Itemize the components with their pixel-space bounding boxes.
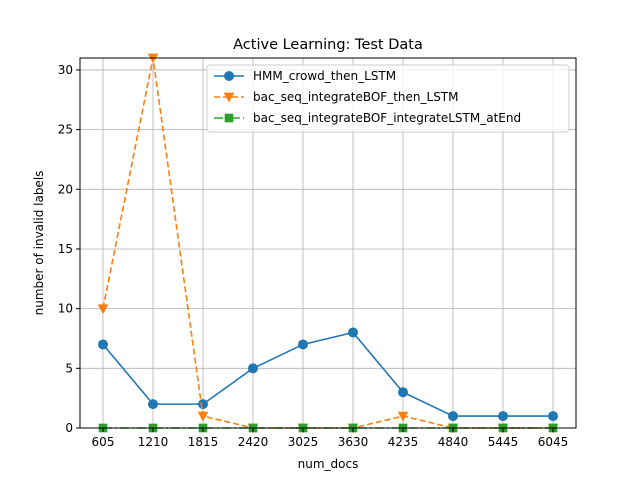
x-axis-label: num_docs	[298, 457, 359, 471]
x-tick-label: 1815	[188, 435, 219, 449]
data-point	[198, 399, 208, 410]
legend-label: HMM_crowd_then_LSTM	[253, 69, 396, 83]
legend-entry: bac_seq_integrateBOF_integrateLSTM_atEnd	[214, 111, 521, 125]
y-tick-label: 10	[58, 302, 73, 316]
y-tick-label: 25	[58, 123, 73, 137]
series-line	[102, 331, 553, 417]
legend-marker	[224, 113, 234, 123]
plot-frame	[79, 57, 577, 429]
data-point	[398, 387, 408, 398]
legend-marker	[224, 71, 234, 81]
legend: HMM_crowd_then_LSTM bac_seq_integrateBOF_…	[206, 64, 570, 133]
legend-entry: bac_seq_integrateBOF_then_LSTM	[214, 90, 459, 104]
y-tick-label: 20	[58, 182, 73, 196]
data-point	[98, 339, 108, 350]
chart-title: Active Learning: Test Data	[233, 37, 423, 53]
data-point	[248, 363, 258, 374]
data-point	[298, 339, 308, 350]
data-point	[97, 304, 109, 315]
data-point	[148, 399, 158, 410]
y-tick-label: 0	[65, 421, 73, 435]
x-tick-label: 2420	[238, 435, 269, 449]
x-tick-label: 4840	[438, 435, 469, 449]
legend-items: HMM_crowd_then_LSTM bac_seq_integrateBOF_…	[214, 69, 521, 125]
y-axis-label: number of invalid labels	[32, 171, 46, 316]
data-point	[197, 411, 209, 422]
x-tick-label: 5445	[488, 435, 519, 449]
series-hmm-crowd-then-lstm	[98, 327, 558, 422]
legend-label: bac_seq_integrateBOF_then_LSTM	[253, 90, 459, 104]
data-point	[498, 411, 508, 422]
ticks: 605 1210 1815 2420 3025 3630 4235 4840 5445 60450…	[58, 63, 569, 449]
legend-frame	[206, 64, 570, 133]
legend-label: bac_seq_integrateBOF_integrateLSTM_atEnd	[253, 111, 521, 125]
legend-entry: HMM_crowd_then_LSTM	[214, 69, 396, 83]
x-tick-label: 4235	[388, 435, 419, 449]
x-tick-label: 6045	[538, 435, 569, 449]
data-point	[397, 411, 409, 422]
x-tick-label: 605	[92, 435, 115, 449]
y-tick-label: 15	[58, 242, 73, 256]
x-tick-label: 3630	[338, 435, 369, 449]
data-point	[348, 327, 358, 338]
x-tick-label: 1210	[138, 435, 169, 449]
legend-marker	[223, 92, 235, 103]
data-point	[548, 411, 558, 422]
x-tick-label: 3025	[288, 435, 319, 449]
y-tick-label: 5	[65, 361, 73, 375]
data-point	[448, 411, 458, 422]
y-tick-label: 30	[58, 63, 73, 77]
